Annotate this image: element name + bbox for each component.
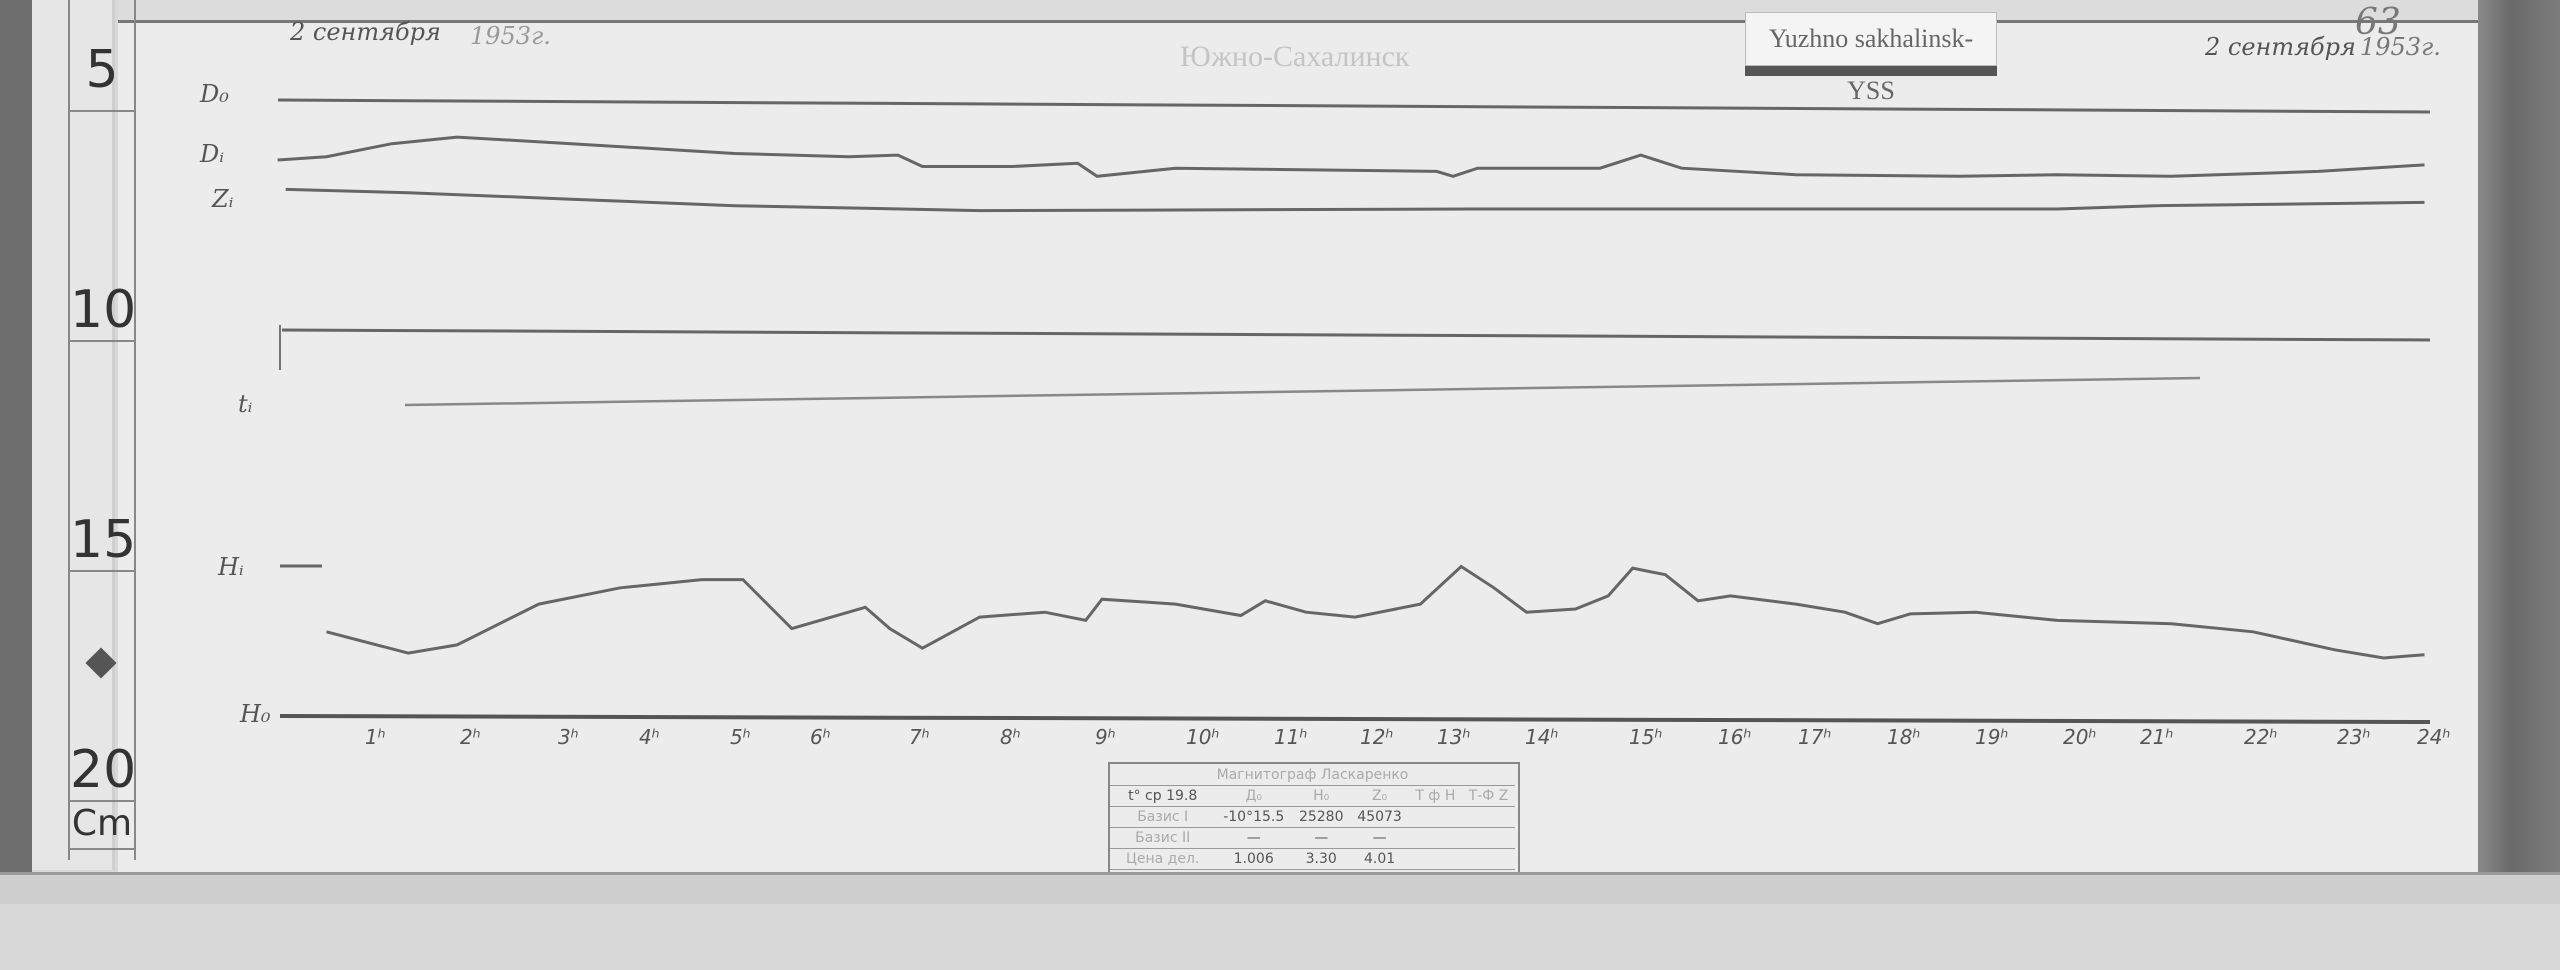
magnetogram-sheet <box>118 0 2480 872</box>
calibration-table: Магнитограф Ласкаренко t° ср 19.8 Д₀ Н₀ … <box>1110 765 1515 891</box>
hour-label: 9ʰ <box>1095 725 1116 749</box>
row-label: Базис I <box>1110 806 1216 828</box>
table-cell: 4.01 <box>1350 848 1409 870</box>
row-label: Базис II <box>1110 827 1216 849</box>
hour-label: 24ʰ <box>2417 725 2451 749</box>
ruler-mark-10: 10 <box>70 110 136 342</box>
table-cell: 45073 <box>1350 806 1409 828</box>
table-cell: 3.30 <box>1292 848 1351 870</box>
table-cell <box>1408 848 1462 870</box>
label-zi: Zᵢ <box>212 185 234 213</box>
hour-label: 2ʰ <box>460 725 481 749</box>
label-h0: H₀ <box>240 700 271 728</box>
year-left: 1953г. <box>470 22 551 50</box>
table-cell: — <box>1350 827 1409 849</box>
trace-baseline-mid <box>281 328 2431 342</box>
hour-label: 23ʰ <box>2337 725 2371 749</box>
trace-h <box>326 564 2425 660</box>
year-right: 1953г. <box>2360 33 2441 61</box>
date-left: 2 сентября <box>290 18 441 46</box>
hour-label: 4ʰ <box>639 725 660 749</box>
hour-label: 16ʰ <box>1718 725 1752 749</box>
trace-zi <box>285 187 2425 213</box>
hour-label: 1ʰ <box>365 725 386 749</box>
table-cell <box>1462 806 1515 828</box>
table-cell: — <box>1292 827 1351 849</box>
label-di: Dᵢ <box>200 140 225 168</box>
hour-label: 18ʰ <box>1887 725 1921 749</box>
table-cell <box>1408 806 1462 828</box>
hour-label: 13ʰ <box>1437 725 1471 749</box>
sheet-number: 63 <box>2355 2 2401 43</box>
ruler-unit: Cm <box>70 800 134 850</box>
hour-label: 21ʰ <box>2140 725 2174 749</box>
table-title: Магнитограф Ласкаренко <box>1110 765 1515 786</box>
table-row: Цена дел. 1.006 3.30 4.01 <box>1110 848 1515 870</box>
ruler: 5 10 15 20 Cm <box>32 0 136 870</box>
hour-label: 15ʰ <box>1629 725 1663 749</box>
ruler-mark-5: 5 <box>70 30 134 112</box>
wood-background <box>0 0 32 901</box>
table-cell <box>1462 827 1515 849</box>
trace-d0-baseline <box>277 98 2431 114</box>
station-label-card: Yuzhno sakhalinsk-YSS <box>1745 12 1997 105</box>
traces <box>277 98 2431 724</box>
trace-ti <box>404 376 2201 407</box>
bottom-mount-strip <box>0 872 2560 904</box>
trace-di <box>277 135 2425 178</box>
hour-label: 19ʰ <box>1975 725 2009 749</box>
wood-background-right <box>2478 0 2560 901</box>
station-title-faint: Южно-Сахалинск <box>1180 40 1410 73</box>
table-cell: 25280 <box>1292 806 1351 828</box>
hour-label: 22ʰ <box>2244 725 2278 749</box>
label-hi: Hᵢ <box>218 553 244 581</box>
table-frame <box>1108 762 1520 878</box>
hour-label: 17ʰ <box>1798 725 1832 749</box>
hour-label: 10ʰ <box>1186 725 1220 749</box>
table-cell: — <box>1215 827 1293 849</box>
hour-label: 6ʰ <box>810 725 831 749</box>
date-right: 2 сентября <box>2205 33 2356 61</box>
hour-label: 5ʰ <box>730 725 751 749</box>
table-cell <box>1408 827 1462 849</box>
ruler-mark-20: 20 <box>70 570 136 802</box>
label-ti: tᵢ <box>238 390 253 418</box>
hour-label: 7ʰ <box>909 725 930 749</box>
trace-h0-baseline <box>279 714 2431 724</box>
row-label: Цена дел. <box>1110 848 1216 870</box>
table-header: Т ф H <box>1408 785 1462 807</box>
table-header: Н₀ <box>1292 785 1351 807</box>
table-cell: 1.006 <box>1215 848 1293 870</box>
table-cell: -10°15.5 <box>1215 806 1293 828</box>
label-d0: D₀ <box>200 80 229 108</box>
hour-label: 11ʰ <box>1274 725 1308 749</box>
table-header: t° ср 19.8 <box>1110 785 1216 807</box>
hour-label: 3ʰ <box>558 725 579 749</box>
ruler-mark-15: 15 <box>70 340 136 572</box>
table-header: Д₀ <box>1215 785 1293 807</box>
hour-label: 8ʰ <box>1000 725 1021 749</box>
hour-label: 20ʰ <box>2063 725 2097 749</box>
table-row: Базис I -10°15.5 25280 45073 <box>1110 806 1515 828</box>
hour-label: 12ʰ <box>1360 725 1394 749</box>
table-cell <box>1462 848 1515 870</box>
table-header: Z₀ <box>1350 785 1409 807</box>
table-row: Базис II — — — <box>1110 827 1515 849</box>
hour-label: 14ʰ <box>1525 725 1559 749</box>
table-header: Т-Ф Z <box>1462 785 1515 807</box>
